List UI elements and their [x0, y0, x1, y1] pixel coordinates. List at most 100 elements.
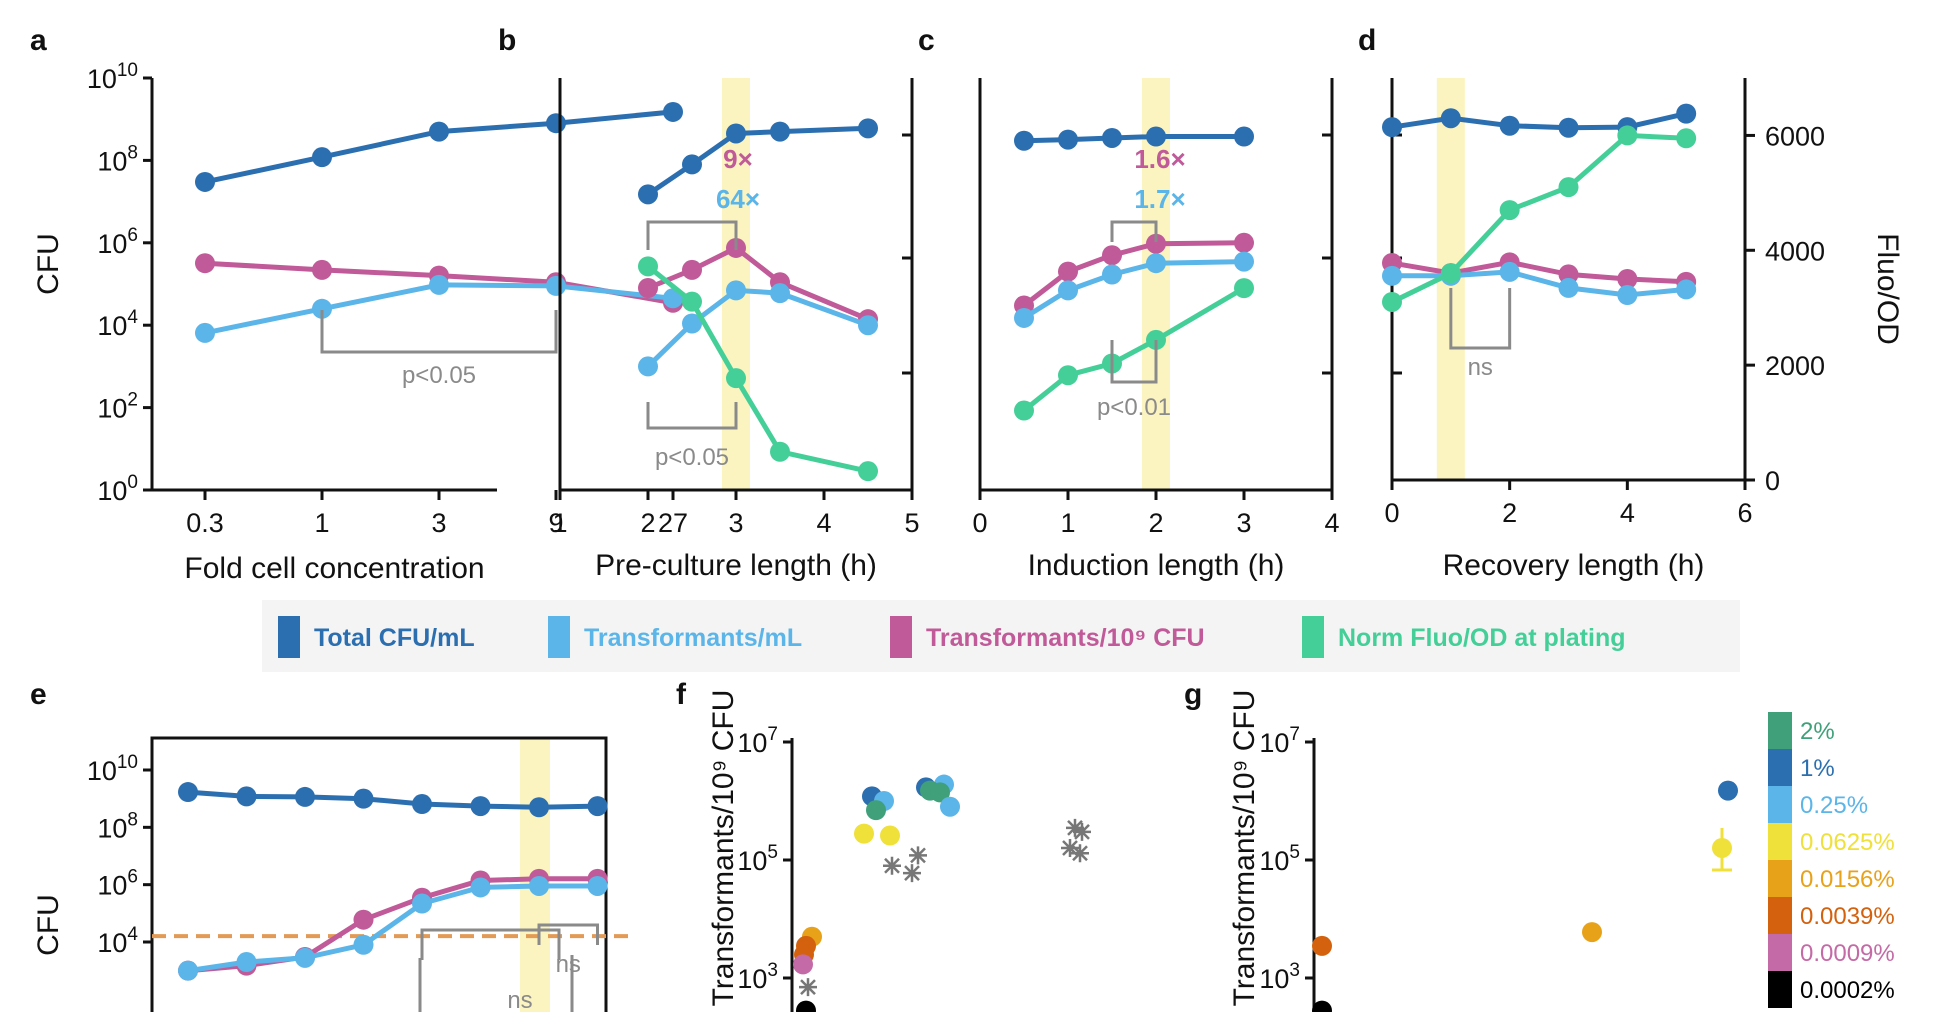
panel-c-transformants-point-2: [1102, 264, 1122, 285]
legend: Total CFU/mL Transformants/mL Transformant…: [262, 600, 1740, 672]
panel-d-total-point-5: [1676, 103, 1697, 124]
panel-d-total-line: [1391, 111, 1687, 131]
panel-c-fold-label: 1.7×: [1134, 184, 1185, 214]
panel-e-transformants-point-7: [587, 875, 608, 896]
legend-swatch-total: [278, 616, 300, 658]
panel-c-transformants-point-1: [1058, 280, 1078, 301]
panel-a-total-point-2: [429, 121, 449, 142]
panel-g-colorbar-swatch: [1768, 749, 1792, 786]
panel-b-per_cfu-point-1: [682, 259, 702, 280]
panel-g-colorbar-swatch: [1768, 971, 1792, 1008]
panel-g-ylabel: Transformants/10⁹ CFU: [1228, 690, 1261, 1007]
panel-f-point-14: [796, 1000, 816, 1012]
panel-g-colorbar-swatch: [1768, 712, 1792, 749]
panel-f-ytick-label: 103: [737, 960, 778, 994]
panel-g-colorbar-swatch: [1768, 897, 1792, 934]
panel-b-xtick-label: 3: [728, 508, 743, 538]
panel-b-fluo-point-4: [858, 461, 878, 482]
panel-a-xlabel: Fold cell concentration: [184, 552, 484, 585]
panel-b-transformants-point-2: [726, 280, 746, 301]
panel-d-total-point-0: [1382, 117, 1402, 138]
panel-d-xtick-label: 2: [1502, 498, 1517, 528]
panel-b-fluo-point-0: [638, 256, 658, 277]
panel-a-ytick-label: 106: [97, 225, 138, 259]
panel-c-xlabel: Induction length (h): [1028, 549, 1285, 582]
panel-g-colorbar-swatch: [1768, 823, 1792, 860]
panel-b: b 1 2 3 4 5 Pre-culture length (h) 9× 64× p<0.05: [498, 24, 920, 582]
panel-e-total-point-5: [470, 796, 491, 817]
panel-c-fold-label: 1.6×: [1134, 144, 1185, 174]
panel-e-total-point-6: [529, 797, 549, 818]
panel-f-star-3: [1066, 818, 1084, 837]
panel-f-star-0: [883, 856, 901, 875]
panel-g-point-0: [1718, 780, 1738, 801]
panel-e-transformants-point-3: [353, 934, 374, 955]
panel-b-total-point-3: [770, 121, 790, 142]
panel-d-transformants-point-4: [1617, 284, 1638, 305]
panel-e-total-point-4: [412, 794, 432, 815]
panel-e-total-point-1: [236, 786, 257, 807]
panel-a-bracket: [320, 310, 558, 354]
panel-b-fold-label: 64×: [716, 184, 760, 214]
panel-a-transformants-point-2: [429, 274, 449, 295]
panel-c-total-point-1: [1058, 129, 1078, 150]
panel-g-ytick-label: 105: [1259, 842, 1300, 876]
panel-a-total-point-4: [663, 101, 683, 122]
panel-f-point-6: [930, 782, 950, 803]
panel-e-transformants-point-5: [470, 877, 491, 898]
panel-g-colorbar-label: 0.0625%: [1800, 829, 1895, 856]
panel-f-point-7: [940, 796, 960, 817]
panel-b-xtick-label: 1: [552, 508, 567, 538]
panel-f-star-5: [1061, 838, 1079, 857]
panel-b-fluo-point-1: [682, 291, 702, 312]
panel-f-star-1: [903, 864, 921, 883]
panel-a-total-point-0: [195, 171, 215, 192]
legend-label-fluo: Norm Fluo/OD at plating: [1338, 624, 1626, 652]
panel-b-total-point-4: [858, 118, 878, 139]
panel-c-xtick-label: 4: [1324, 508, 1339, 538]
panel-c-transformants-point-3: [1146, 253, 1166, 274]
panel-c-bracket-top: [1110, 220, 1158, 242]
panel-b-fold-label: 9×: [723, 144, 753, 174]
panel-a-transformants-point-1: [312, 298, 332, 319]
legend-label-total: Total CFU/mL: [314, 624, 475, 652]
panel-g-point-3: [1312, 935, 1332, 956]
panel-f-point-2: [866, 800, 886, 821]
panel-g-colorbar-swatch: [1768, 934, 1792, 971]
panel-g-colorbar-label: 2%: [1800, 718, 1835, 745]
panel-e-transformants-point-4: [412, 893, 432, 914]
panel-c-fluo-point-0: [1014, 400, 1034, 421]
panel-c-per_cfu-point-1: [1058, 261, 1078, 282]
panel-g-colorbar-swatch: [1768, 860, 1792, 897]
panel-a-ytick-label: 104: [97, 307, 138, 341]
panel-f-ytick-label: 105: [737, 842, 778, 876]
panel-d-fluo-point-1: [1440, 263, 1461, 284]
panel-b-fluo-point-3: [770, 441, 790, 462]
panel-b-letter: b: [498, 24, 516, 57]
panel-e-ytick-label: 1010: [87, 752, 138, 786]
panel-d-transformants-point-5: [1676, 279, 1697, 300]
panel-c-xtick-label: 3: [1236, 508, 1251, 538]
panel-d-transformants-point-2: [1499, 261, 1520, 282]
panel-g-colorbar-swatch: [1768, 786, 1792, 823]
panel-d-fluo-point-0: [1382, 291, 1402, 312]
panel-b-transformants-point-4: [858, 315, 878, 336]
panel-f-letter: f: [676, 678, 687, 711]
panel-e-total-point-7: [587, 796, 608, 817]
panel-e-ytick-label: 106: [97, 867, 138, 901]
panel-c-xtick-label: 2: [1148, 508, 1163, 538]
panel-a-pvalue: p<0.05: [402, 362, 476, 389]
legend-swatch-fluo: [1302, 616, 1324, 658]
panel-b-transformants-point-1: [682, 313, 702, 334]
panel-c-highlight-band: [1142, 78, 1170, 490]
panel-b-transformants-point-3: [770, 283, 790, 304]
panel-d-transformants-point-0: [1382, 265, 1402, 286]
panel-f-point-8: [854, 823, 874, 844]
panel-d-total-point-2: [1499, 115, 1520, 136]
panel-f-star-7: [799, 978, 817, 997]
panel-d-xtick-label: 4: [1620, 498, 1635, 528]
panel-c-total-point-0: [1014, 130, 1034, 151]
panel-c-per_cfu-point-4: [1234, 232, 1254, 253]
